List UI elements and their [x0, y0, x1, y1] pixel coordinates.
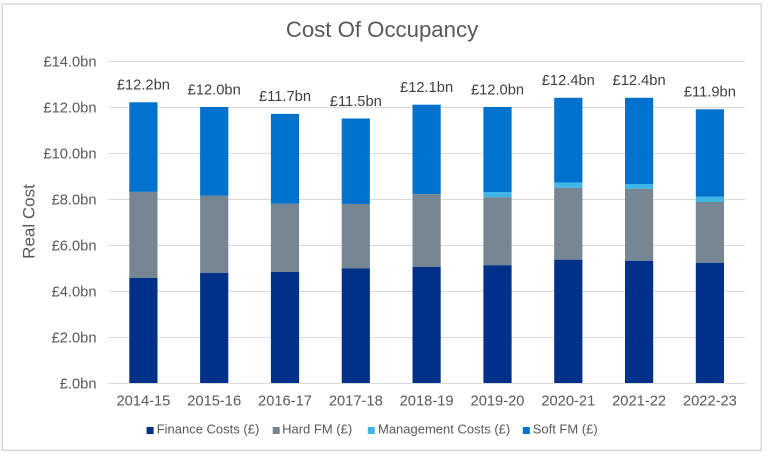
svg-text:Soft FM (£): Soft FM (£)	[533, 422, 598, 437]
svg-text:Finance Costs (£): Finance Costs (£)	[157, 422, 260, 437]
svg-text:£.0bn: £.0bn	[60, 376, 97, 392]
svg-text:£12.0bn: £12.0bn	[471, 82, 524, 98]
svg-text:£12.4bn: £12.4bn	[542, 73, 595, 89]
svg-text:2018-19: 2018-19	[400, 394, 454, 410]
svg-text:£14.0bn: £14.0bn	[43, 54, 96, 70]
svg-text:£12.2bn: £12.2bn	[117, 78, 170, 94]
svg-text:2021-22: 2021-22	[612, 394, 666, 410]
svg-text:2015-16: 2015-16	[187, 394, 241, 410]
svg-text:£6.0bn: £6.0bn	[52, 238, 97, 254]
svg-text:£12.4bn: £12.4bn	[613, 73, 666, 89]
svg-text:Hard FM (£): Hard FM (£)	[282, 422, 352, 437]
svg-text:£11.5bn: £11.5bn	[330, 94, 382, 110]
svg-text:£4.0bn: £4.0bn	[52, 284, 97, 300]
svg-text:Cost Of Occupancy: Cost Of Occupancy	[286, 17, 479, 42]
svg-text:£11.9bn: £11.9bn	[684, 85, 736, 101]
svg-text:£12.0bn: £12.0bn	[188, 82, 241, 98]
svg-text:£12.1bn: £12.1bn	[400, 80, 453, 96]
svg-text:Management Costs (£): Management Costs (£)	[378, 422, 510, 437]
svg-text:£8.0bn: £8.0bn	[52, 192, 97, 208]
svg-text:£12.0bn: £12.0bn	[43, 100, 96, 116]
svg-text:Real Cost: Real Cost	[20, 184, 39, 259]
svg-text:2014-15: 2014-15	[116, 394, 170, 410]
svg-text:£10.0bn: £10.0bn	[43, 146, 96, 162]
svg-text:2019-20: 2019-20	[471, 394, 525, 410]
svg-text:2020-21: 2020-21	[541, 394, 595, 410]
svg-text:£2.0bn: £2.0bn	[52, 330, 97, 346]
svg-text:2022-23: 2022-23	[683, 394, 737, 410]
svg-text:2016-17: 2016-17	[258, 394, 312, 410]
svg-text:2017-18: 2017-18	[329, 394, 383, 410]
svg-text:£11.7bn: £11.7bn	[259, 89, 311, 105]
